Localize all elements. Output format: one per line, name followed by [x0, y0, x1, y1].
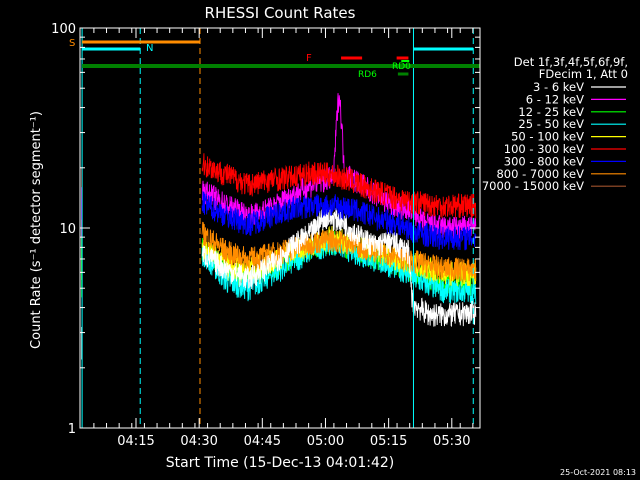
x-tick-label: 05:15	[370, 434, 407, 449]
legend-entry-label: 25 - 50 keV	[518, 117, 584, 131]
x-axis-label: Start Time (15-Dec-13 04:01:42)	[166, 455, 394, 471]
series-trace	[201, 191, 477, 251]
x-tick-label: 05:30	[433, 434, 470, 449]
annotation-label: RD6	[358, 70, 377, 80]
legend-entry-label: 100 - 300 keV	[504, 142, 584, 156]
y-tick-label: 100	[51, 22, 76, 37]
y-tick-label: 1	[68, 422, 76, 437]
y-tick-label: 10	[59, 222, 76, 237]
legend-entry-label: 50 - 100 keV	[511, 130, 584, 144]
legend-header-line-1: Det 1f,3f,4f,5f,6f,9f,	[514, 55, 628, 69]
series-trace	[201, 206, 477, 328]
legend: Det 1f,3f,4f,5f,6f,9f, FDecim 1, Att 0 3…	[482, 55, 628, 193]
legend-entry-label: 6 - 12 keV	[526, 92, 584, 106]
legend-header-line-2: FDecim 1, Att 0	[539, 67, 628, 81]
annotation-label: RD0	[392, 62, 411, 72]
legend-entry-label: 300 - 800 keV	[504, 154, 584, 168]
x-tick-label: 04:30	[180, 434, 217, 449]
tick-layer: 1 10 100 04:15 04:30 04:45 05:00 05:15 05:30	[51, 22, 480, 449]
legend-entry-label: 800 - 7000 keV	[496, 167, 584, 181]
chart-title: RHESSI Count Rates	[205, 4, 356, 22]
y-axis-label: Count Rate (s⁻¹ detector segment⁻¹)	[29, 111, 44, 349]
x-tick-label: 04:45	[244, 434, 281, 449]
series-trace	[201, 221, 477, 282]
annotation-label: F	[306, 53, 312, 64]
x-tick-label: 05:00	[307, 434, 344, 449]
legend-entry-label: 3 - 6 keV	[533, 80, 584, 94]
series-trace	[201, 153, 477, 219]
annotation-label: S	[69, 38, 75, 49]
timestamp: 25-Oct-2021 08:13	[560, 468, 636, 477]
annotation-label: N	[146, 43, 153, 54]
legend-entry-label: 7000 - 15000 keV	[482, 179, 584, 193]
legend-entry-label: 12 - 25 keV	[518, 105, 584, 119]
x-tick-label: 04:15	[117, 434, 154, 449]
series-trace	[201, 232, 477, 305]
